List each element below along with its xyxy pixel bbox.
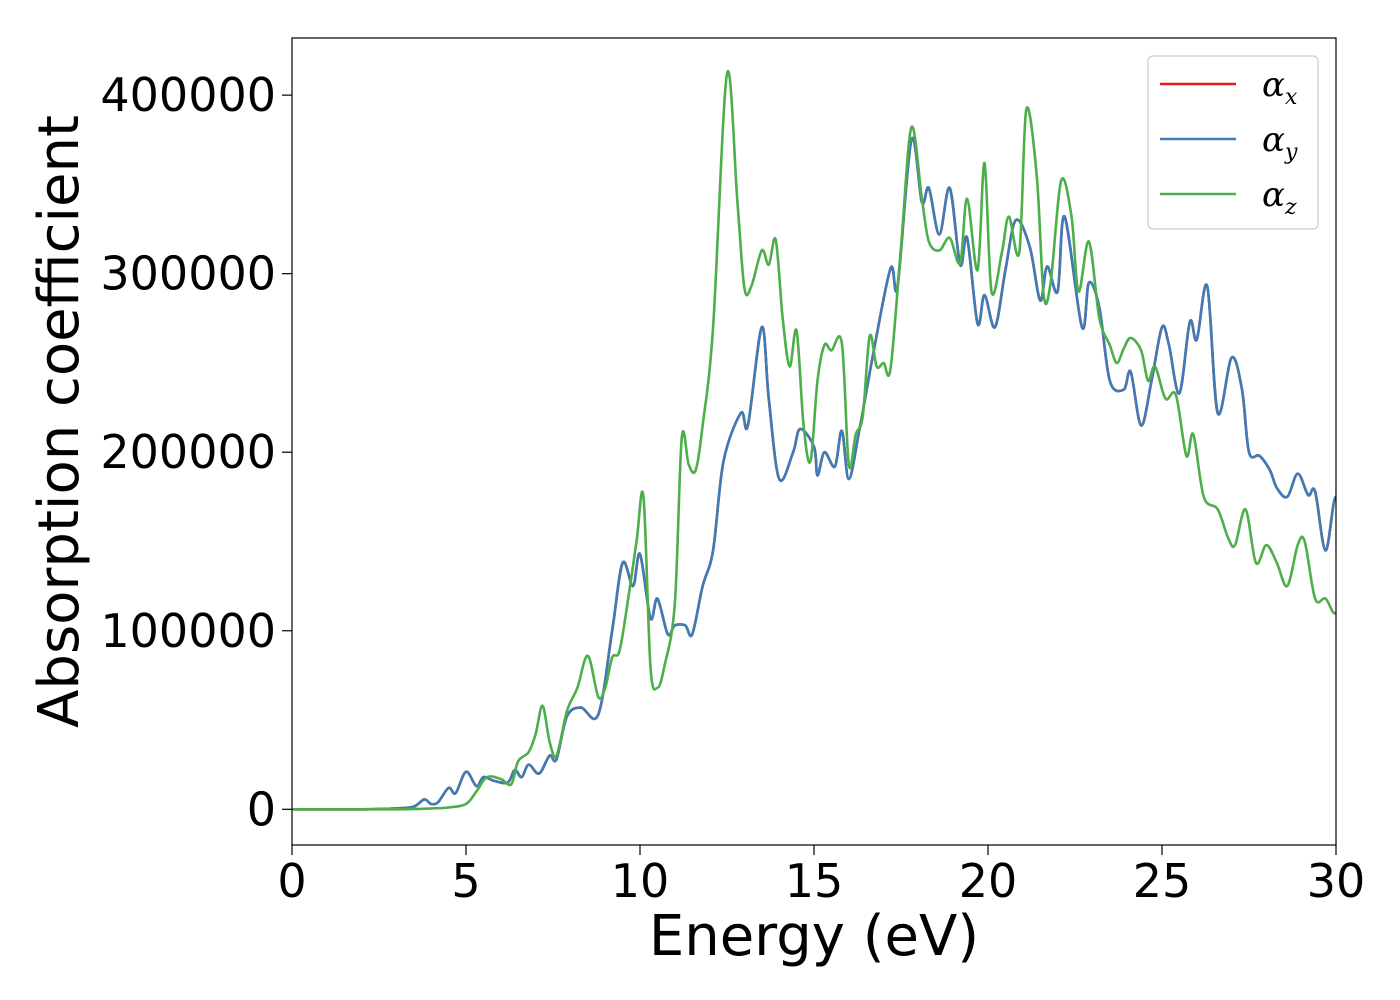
y-axis-ticks: 0 100000 200000 300000 400000 — [100, 68, 292, 836]
y-tick-label: 300000 — [100, 247, 276, 301]
x-axis-ticks: 0 5 10 15 20 25 30 — [277, 845, 1365, 908]
series-line-y — [292, 136, 1336, 811]
series-layer — [292, 69, 1336, 811]
x-tick-label: 20 — [959, 854, 1018, 908]
y-axis-label: Absorption coefficient — [27, 115, 92, 728]
legend-box — [1147, 55, 1319, 230]
y-tick-label: 100000 — [100, 604, 276, 658]
x-tick-label: 10 — [611, 854, 670, 908]
x-tick-label: 15 — [785, 854, 844, 908]
x-tick-label: 25 — [1133, 854, 1192, 908]
y-tick-label: 400000 — [100, 68, 276, 122]
x-tick-label: 5 — [451, 854, 480, 908]
x-axis-label: Energy (eV) — [649, 904, 979, 969]
y-tick-label: 200000 — [100, 425, 276, 479]
x-tick-label: 0 — [277, 854, 306, 908]
legend-label-y: αy — [1262, 120, 1298, 165]
legend-label-x: αx — [1262, 65, 1298, 110]
y-tick-label: 0 — [247, 782, 276, 836]
x-tick-label: 30 — [1307, 854, 1366, 908]
series-line-z — [292, 69, 1336, 811]
